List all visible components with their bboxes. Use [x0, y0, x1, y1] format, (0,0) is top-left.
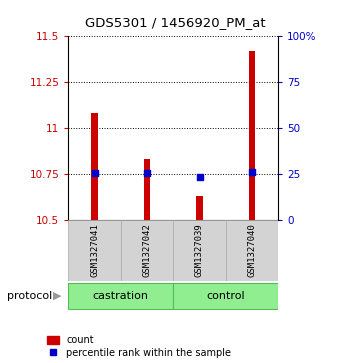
Text: GDS5301 / 1456920_PM_at: GDS5301 / 1456920_PM_at: [85, 16, 265, 29]
Bar: [249, 51, 255, 220]
Text: GSM1327040: GSM1327040: [247, 224, 257, 277]
Bar: [144, 159, 150, 220]
Bar: [226, 220, 278, 281]
Bar: [121, 220, 173, 281]
Point: [92, 170, 97, 176]
Legend: count, percentile rank within the sample: count, percentile rank within the sample: [47, 335, 231, 358]
Text: castration: castration: [93, 291, 149, 301]
Bar: [173, 283, 278, 309]
Bar: [173, 220, 226, 281]
Point: [249, 170, 255, 175]
Bar: [196, 196, 203, 220]
Point: [144, 170, 150, 176]
Text: control: control: [206, 291, 245, 301]
Text: GSM1327042: GSM1327042: [142, 224, 152, 277]
Bar: [68, 283, 173, 309]
Bar: [68, 220, 121, 281]
Text: protocol: protocol: [7, 291, 52, 301]
Bar: [91, 113, 98, 220]
Text: GSM1327041: GSM1327041: [90, 224, 99, 277]
Text: GSM1327039: GSM1327039: [195, 224, 204, 277]
Point: [197, 174, 202, 179]
Text: ▶: ▶: [53, 291, 61, 301]
